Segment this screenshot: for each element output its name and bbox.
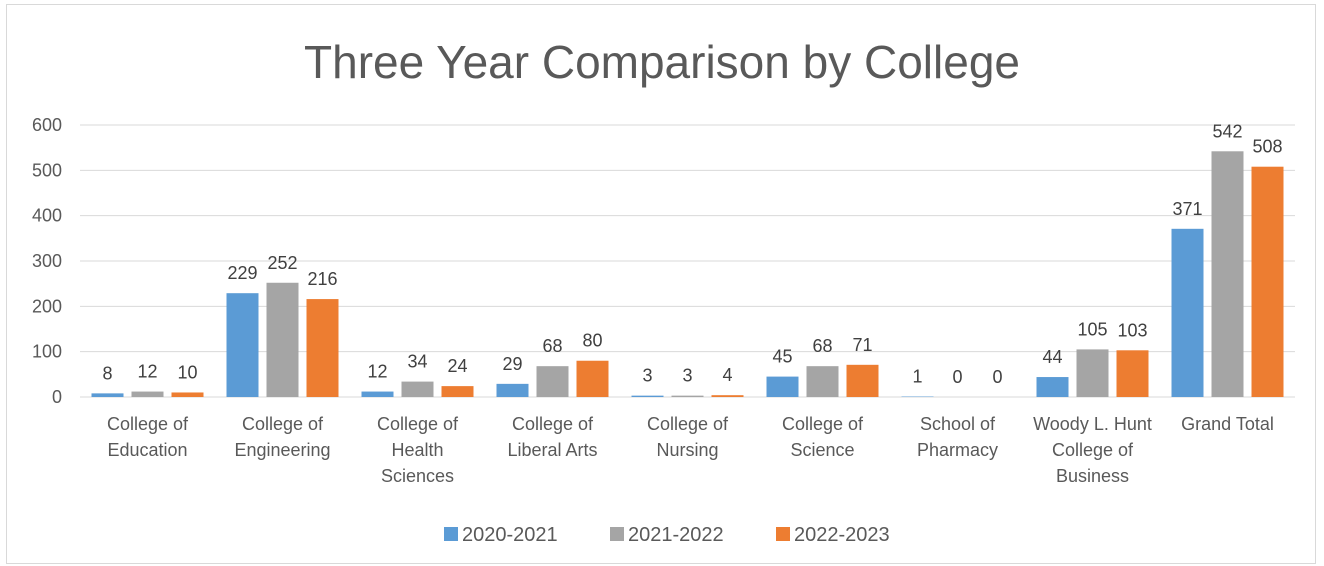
legend-label: 2021-2022: [628, 524, 724, 546]
data-label: 71: [852, 335, 872, 355]
bar: [1251, 166, 1284, 397]
data-label: 68: [812, 336, 832, 356]
x-category-label: College of Engineering: [234, 414, 330, 460]
y-axis-ticks: 0 100 200 300 400 500 600: [32, 115, 62, 407]
bar: [266, 282, 299, 397]
data-label: 29: [502, 354, 522, 374]
data-label: 105: [1077, 319, 1107, 339]
bar: [631, 395, 664, 397]
x-category-label: Woody L. Hunt College of Business: [1033, 414, 1152, 486]
bar: [846, 364, 879, 397]
bar: [171, 392, 204, 397]
bar: [401, 381, 434, 397]
bar: [441, 386, 474, 397]
data-label: 229: [227, 263, 257, 283]
bar: [806, 366, 839, 397]
data-label: 80: [582, 331, 602, 351]
legend-label: 2022-2023: [794, 524, 890, 546]
y-tick-label: 0: [52, 387, 62, 407]
data-label: 4: [722, 365, 732, 385]
data-label: 1: [912, 367, 922, 387]
y-tick-label: 100: [32, 342, 62, 362]
data-label: 24: [447, 356, 467, 376]
data-label: 3: [642, 366, 652, 386]
bar: [576, 360, 609, 397]
x-category-label: College of Education: [107, 414, 189, 460]
data-label: 3: [682, 366, 692, 386]
bar: [536, 366, 569, 397]
bar: [226, 293, 259, 397]
data-label: 68: [542, 336, 562, 356]
x-category-label: Grand Total: [1181, 414, 1274, 434]
data-label: 508: [1252, 137, 1282, 157]
data-label: 34: [407, 352, 427, 372]
bar: [1211, 151, 1244, 397]
data-label: 0: [992, 367, 1002, 387]
bar: [496, 383, 529, 397]
data-label: 0: [952, 367, 962, 387]
legend-swatch: [610, 527, 624, 541]
data-label: 103: [1117, 320, 1147, 340]
data-label: 12: [367, 362, 387, 382]
x-category-label: School of Pharmacy: [917, 414, 998, 460]
bar: [1171, 228, 1204, 397]
y-tick-label: 400: [32, 206, 62, 226]
gridlines: [80, 124, 1295, 398]
data-label: 45: [772, 347, 792, 367]
bars: [91, 151, 1284, 397]
y-tick-label: 300: [32, 251, 62, 271]
bar: [91, 393, 124, 397]
legend: 2020-2021 2021-2022 2022-2023: [444, 524, 890, 546]
bar: [1076, 349, 1109, 397]
bar: [671, 395, 704, 397]
legend-swatch: [776, 527, 790, 541]
data-label: 8: [102, 363, 112, 383]
x-category-label: College of Nursing: [647, 414, 729, 460]
data-label: 216: [307, 269, 337, 289]
data-label: 44: [1042, 347, 1062, 367]
y-tick-label: 600: [32, 115, 62, 135]
data-label: 371: [1172, 199, 1202, 219]
bar: [1036, 377, 1069, 397]
legend-swatch: [444, 527, 458, 541]
bar: [131, 391, 164, 397]
chart-frame: [6, 4, 1316, 564]
x-axis-categories: College of Education College of Engineering…: [107, 414, 1274, 486]
bar: [306, 299, 339, 397]
bar: [766, 376, 799, 397]
data-label: 252: [267, 253, 297, 273]
chart-title: Three Year Comparison by College: [304, 36, 1020, 88]
bar: [711, 395, 744, 397]
legend-label: 2020-2021: [462, 524, 558, 546]
data-label: 10: [177, 362, 197, 382]
y-tick-label: 500: [32, 160, 62, 180]
x-category-label: College of Health Sciences: [377, 414, 459, 486]
y-tick-label: 200: [32, 296, 62, 316]
data-label: 12: [137, 362, 157, 382]
bar: [361, 391, 394, 397]
bar: [1116, 350, 1149, 397]
x-category-label: College of Liberal Arts: [507, 414, 597, 460]
data-label: 542: [1212, 121, 1242, 141]
x-category-label: College of Science: [782, 414, 864, 460]
